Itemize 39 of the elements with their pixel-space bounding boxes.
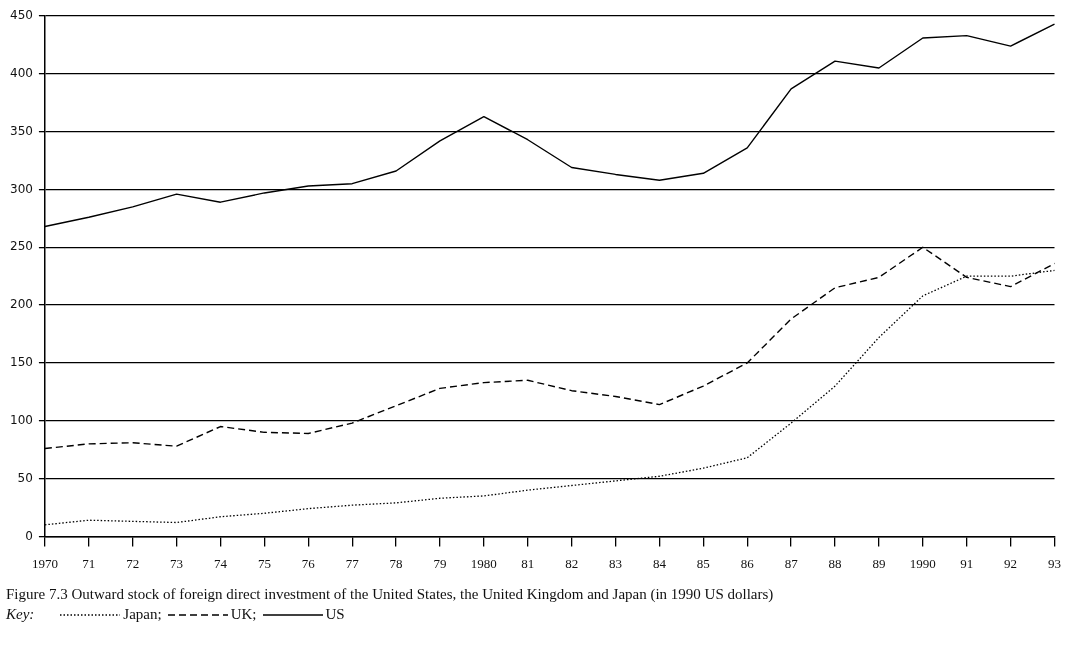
x-tick-label: 74	[213, 555, 228, 571]
x-tick-label: 89	[872, 555, 886, 571]
y-tick-label: 400	[10, 65, 33, 80]
x-tick-label: 84	[652, 555, 667, 571]
y-tick-label: 50	[17, 470, 33, 485]
x-tick-label: 73	[170, 555, 184, 571]
x-tick-label: 92	[1004, 555, 1018, 571]
x-tick-label: 72	[126, 555, 140, 571]
legend-label: US	[325, 606, 345, 623]
text: Figure 7.3 Outward stock of foreign direct investment of the United States, the United Kingdom and Japan (in 1990 US dollars)	[6, 586, 774, 603]
x-tick-label: 85	[696, 555, 710, 571]
x-tick-label: 88	[828, 555, 842, 571]
x-tick-label: 1970	[31, 555, 58, 571]
x-tick-label: 83	[609, 555, 623, 571]
x-tick-label: 81	[521, 555, 535, 571]
x-tick-label: 87	[784, 555, 799, 571]
y-tick-label: 450	[10, 8, 33, 23]
y-tick-label: 0	[25, 528, 33, 543]
x-tick-label: 78	[389, 555, 403, 571]
y-tick-label: 200	[10, 297, 33, 312]
x-tick-label: 82	[565, 555, 579, 571]
x-tick-label: 79	[433, 555, 447, 571]
x-tick-label: 1980	[470, 555, 497, 571]
y-tick-label: 100	[10, 412, 33, 427]
x-tick-label: 77	[345, 555, 360, 571]
x-tick-label: 91	[960, 555, 974, 571]
y-tick-label: 350	[10, 123, 33, 138]
legend-label: Japan;	[123, 606, 162, 623]
legend-label: UK;	[230, 606, 257, 623]
x-tick-label: 1990	[909, 555, 936, 571]
x-tick-label: 86	[740, 555, 755, 571]
x-tick-label: 75	[257, 555, 271, 571]
y-tick-label: 300	[10, 181, 33, 196]
y-tick-label: 150	[10, 355, 33, 370]
legend-title: Key:	[6, 606, 35, 623]
x-tick-label: 93	[1048, 555, 1061, 571]
y-tick-label: 250	[10, 239, 33, 254]
x-tick-label: 71	[82, 555, 96, 571]
x-tick-label: 76	[301, 555, 316, 571]
